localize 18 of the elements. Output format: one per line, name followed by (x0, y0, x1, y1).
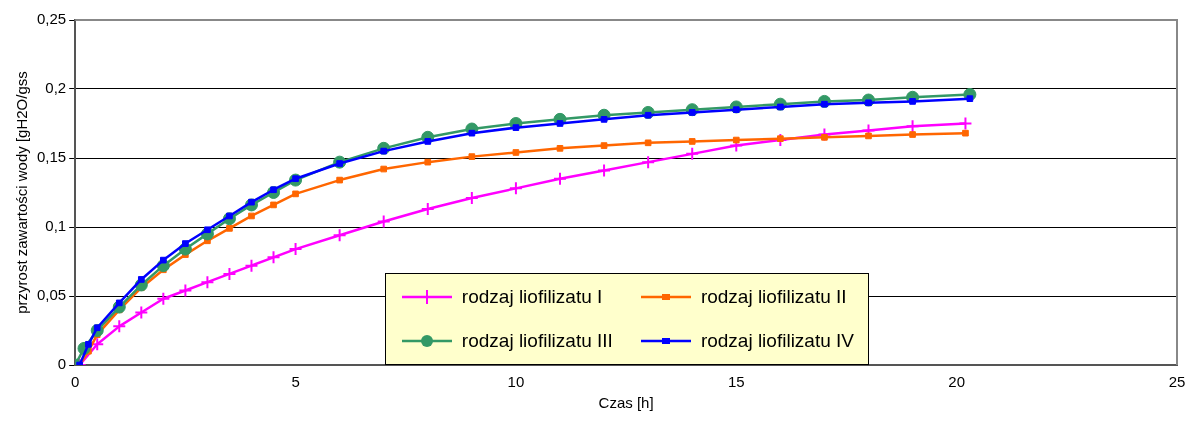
x-tick-label: 5 (291, 373, 300, 391)
y-tick-label: 0,15 (36, 148, 67, 166)
y-axis-title: przyrost zawartości wody [gH2O/gss (13, 71, 31, 314)
y-tick-label: 0,25 (36, 10, 67, 28)
x-tick-label: 15 (727, 373, 745, 391)
x-axis-title: Czas [h] (598, 394, 654, 412)
y-tick-label: 0,2 (45, 79, 67, 97)
x-tick-label: 20 (948, 373, 965, 391)
x-tick-label: 0 (71, 373, 80, 391)
y-tick-label: 0 (57, 355, 67, 373)
legend-label: rodzaj liofilizatu II (700, 286, 847, 308)
y-tick-label: 0,05 (36, 286, 67, 304)
legend-label: rodzaj liofilizatu IV (700, 330, 854, 352)
legend-label: rodzaj liofilizatu I (461, 286, 603, 308)
x-tick-label: 10 (507, 373, 525, 391)
x-tick-label: 25 (1168, 373, 1186, 391)
y-tick-label: 0,1 (45, 217, 67, 235)
legend-label: rodzaj liofilizatu III (461, 330, 613, 352)
